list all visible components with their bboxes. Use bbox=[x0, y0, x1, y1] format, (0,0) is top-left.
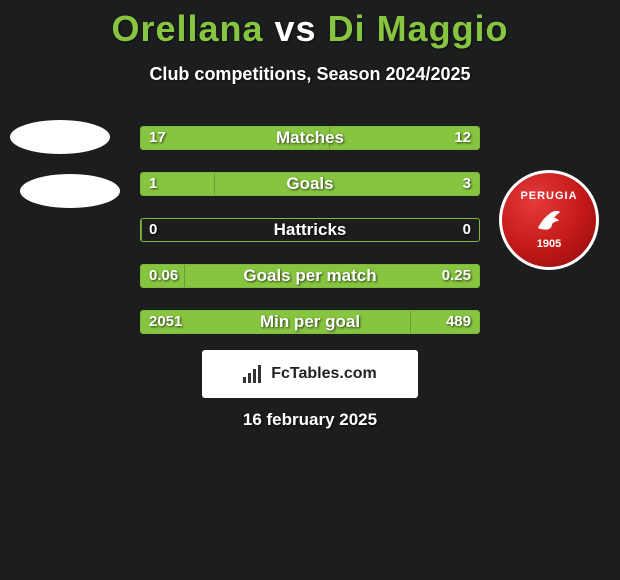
club-badge-left-1 bbox=[10, 120, 110, 154]
stat-label: Goals bbox=[141, 173, 479, 196]
stat-label: Hattricks bbox=[141, 219, 479, 242]
footer-date: 16 february 2025 bbox=[0, 410, 620, 430]
stat-row: 00Hattricks bbox=[140, 218, 480, 242]
stat-row: 0.060.25Goals per match bbox=[140, 264, 480, 288]
title-player-left: Orellana bbox=[111, 8, 263, 49]
badge-city: PERUGIA bbox=[520, 190, 577, 202]
attribution-text: FcTables.com bbox=[271, 365, 377, 383]
stat-row: 2051489Min per goal bbox=[140, 310, 480, 334]
stat-label: Goals per match bbox=[141, 265, 479, 288]
stat-label: Matches bbox=[141, 127, 479, 150]
comparison-card: Orellana vs Di Maggio Club competitions,… bbox=[0, 0, 620, 85]
title-vs: vs bbox=[264, 8, 328, 49]
stat-bars: 1712Matches 13Goals 00Hattricks 0.060.25Goa… bbox=[140, 126, 480, 356]
club-badge-right: PERUGIA 1905 bbox=[499, 170, 599, 270]
attribution-badge[interactable]: FcTables.com bbox=[202, 350, 418, 398]
subtitle: Club competitions, Season 2024/2025 bbox=[0, 64, 620, 85]
stat-row: 13Goals bbox=[140, 172, 480, 196]
title-player-right: Di Maggio bbox=[328, 8, 509, 49]
stat-row: 1712Matches bbox=[140, 126, 480, 150]
stat-label: Min per goal bbox=[141, 311, 479, 334]
badge-year: 1905 bbox=[537, 238, 561, 250]
bars-icon bbox=[243, 365, 265, 383]
griffin-icon bbox=[532, 202, 566, 236]
club-badge-left-2 bbox=[20, 174, 120, 208]
page-title: Orellana vs Di Maggio bbox=[0, 0, 620, 50]
